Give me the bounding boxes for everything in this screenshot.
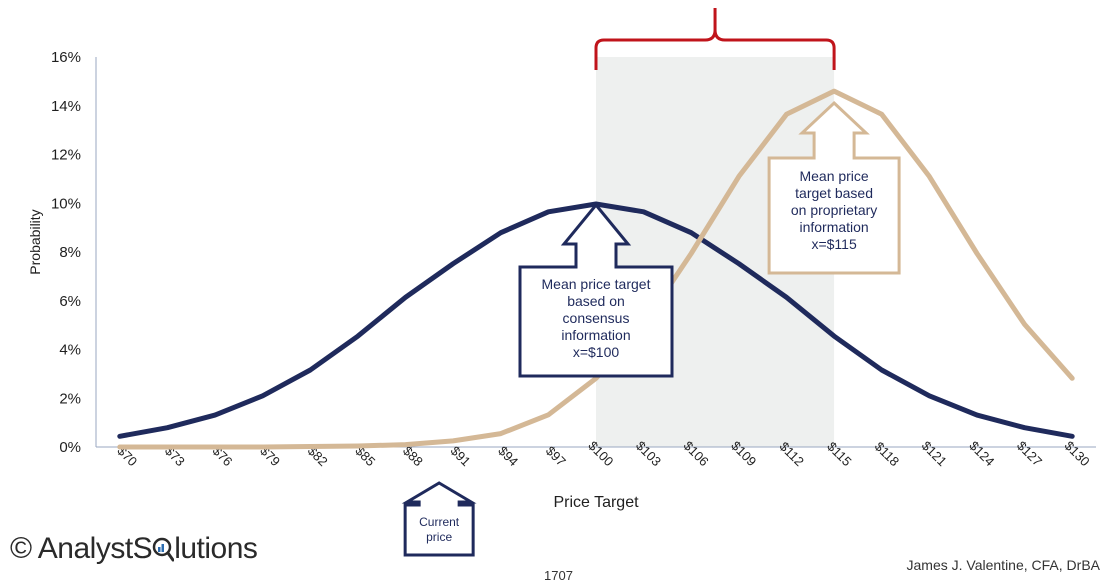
y-tick-label: 0% — [59, 439, 81, 456]
callout-line: x=$115 — [754, 236, 914, 253]
y-tick-label: 16% — [51, 49, 81, 66]
callout-line: information — [754, 219, 914, 236]
logo-suffix: lutions — [174, 532, 257, 565]
y-tick-label: 12% — [51, 147, 81, 164]
y-tick-label: 10% — [51, 195, 81, 212]
x-tick-label: $130 — [1062, 438, 1093, 469]
logo-prefix: © AnalystS — [10, 532, 152, 565]
y-tick-label: 4% — [59, 342, 81, 359]
x-axis: $70$73$76$79$82$85$88$91$94$97$100$103$1… — [96, 438, 1096, 469]
callout-line: consensus — [516, 310, 676, 327]
y-axis: 0% 2% 4% 6% 8% 10% 12% 14% 16% — [51, 49, 96, 456]
y-tick-label: 14% — [51, 98, 81, 115]
x-tick-label: $124 — [966, 438, 997, 469]
callout-line: target based — [754, 185, 914, 202]
callout-line: information — [516, 327, 676, 344]
callout-line: Mean price — [754, 168, 914, 185]
x-tick-label: $118 — [872, 439, 902, 469]
x-axis-title: Price Target — [553, 494, 639, 511]
y-axis-title: Probability — [27, 209, 43, 274]
callout-line: on proprietary — [754, 202, 914, 219]
callout-line: Current — [359, 515, 519, 530]
callout-line: Mean price target — [516, 276, 676, 293]
y-tick-label: 8% — [59, 244, 81, 261]
magnifier-icon — [152, 536, 174, 562]
callout-line: price — [359, 530, 519, 545]
page-number: 1707 — [544, 568, 573, 583]
callout-line: x=$100 — [516, 344, 676, 361]
x-tick-label: $121 — [919, 438, 950, 469]
y-tick-label: 2% — [59, 390, 81, 407]
callout-line: based on — [516, 293, 676, 310]
x-tick-label: $127 — [1014, 438, 1045, 469]
analystsolutions-logo: © AnalystS lutions — [10, 532, 257, 566]
y-tick-label: 6% — [59, 293, 81, 310]
author-credit: James J. Valentine, CFA, DrBA — [907, 557, 1100, 573]
